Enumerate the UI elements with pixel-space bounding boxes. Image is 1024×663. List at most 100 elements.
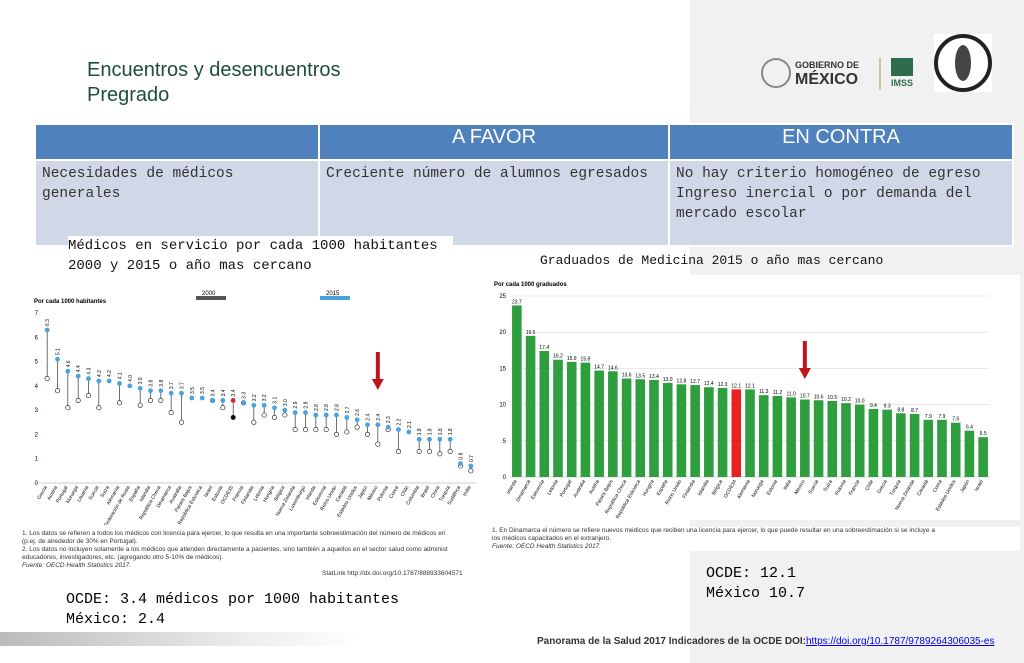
dot-2015: [75, 373, 81, 379]
cell-text: Ingreso inercial o por demanda del merca…: [676, 186, 972, 222]
value-label: 13.6: [622, 373, 632, 379]
legend-label: 2000: [202, 291, 216, 297]
dot-2015: [292, 410, 298, 415]
value-label: 2.8: [335, 404, 341, 411]
x-tick-label: Italia: [782, 479, 793, 491]
bar: [525, 335, 536, 477]
value-label: 15.8: [581, 357, 591, 363]
x-tick-label: Israel: [974, 479, 985, 493]
dot-2000: [96, 405, 102, 411]
value-label: 12.4: [704, 381, 714, 387]
dot-2015: [468, 463, 474, 469]
dot-2015: [189, 395, 195, 401]
dot-2000: [147, 397, 154, 403]
dot-2015: [86, 376, 91, 381]
dot-2015: [179, 390, 184, 396]
y-tick-label: 1: [35, 457, 39, 463]
x-tick-label: Chile: [864, 479, 875, 492]
dot-2000: [158, 397, 164, 403]
dot-2015: [220, 398, 226, 403]
value-label: 2.8: [314, 404, 320, 411]
bar: [827, 400, 838, 477]
dot-2000: [395, 448, 402, 454]
value-label: 2.8: [324, 404, 330, 411]
value-label: 0.7: [469, 455, 475, 462]
dot-2015: [199, 395, 205, 401]
dot-2000: [323, 427, 329, 433]
bar: [621, 378, 632, 477]
dot-2000: [251, 419, 257, 425]
bar: [868, 408, 879, 477]
note: los médicos capacitados en el extranjero…: [492, 535, 612, 542]
value-label: 14.7: [594, 365, 604, 371]
value-label: 10.6: [814, 394, 824, 400]
value-label: 11.0: [786, 391, 796, 397]
cell-text: No hay criterio homogéneo de egreso: [676, 166, 981, 182]
x-tick-label: China: [430, 485, 442, 500]
x-tick-label: Suecia: [807, 479, 820, 495]
value-label: 10.0: [855, 399, 865, 405]
note: 1. En Dinamarca el número se refiere nue…: [492, 527, 935, 534]
dot-2000: [447, 448, 453, 454]
x-tick-label: México: [793, 479, 806, 496]
th: [34, 123, 320, 161]
dot-2015: [230, 398, 236, 403]
bar: [690, 385, 700, 477]
dot-2015: [458, 461, 463, 466]
value-label: 1.8: [448, 428, 454, 435]
bar: [937, 419, 947, 477]
value-label: 3.7: [169, 382, 175, 389]
bar: [758, 395, 769, 477]
y-tick-label: 4: [35, 384, 39, 390]
legend-label: 2015: [326, 291, 340, 297]
bar: [717, 387, 728, 477]
dot-2015: [127, 383, 133, 389]
dot-2015: [303, 410, 308, 415]
caption: Médicos en servicio por cada 1000 habita…: [68, 236, 453, 276]
dot-2015: [334, 412, 339, 418]
y-tick-label: 5: [503, 439, 507, 445]
note: 2. Los datos no incluyen solamente a los…: [22, 546, 448, 553]
logos: GOBIERNO DE MÉXICO IMSS: [761, 34, 992, 92]
value-label: 4.0: [128, 375, 134, 382]
value-label: 3.2: [252, 394, 258, 401]
dot-2015: [354, 417, 360, 423]
note: Fuente: OECD Health Statistics 2017.: [22, 562, 132, 569]
value-label: 11.3: [759, 389, 769, 395]
x-tick-label: Letonia: [546, 479, 560, 496]
logo-text: GOBIERNO DE: [795, 60, 859, 70]
value-label: 6.3: [45, 319, 51, 326]
note: 1. Los datos se refieren a todos los méd…: [22, 530, 446, 537]
legend-swatch: [196, 296, 226, 300]
dot-2000: [271, 414, 278, 420]
value-label: 1.8: [438, 428, 444, 435]
note: (p.ej. de alrededor de 30% en Portugal).: [22, 538, 138, 545]
x-tick-label: India: [462, 485, 473, 498]
y-tick-label: 0: [35, 481, 39, 487]
value-label: 3.4: [221, 389, 227, 396]
bar: [580, 362, 591, 477]
note: Fuente: OECD Health Statistics 2017.: [492, 543, 602, 550]
x-tick-label: Francia: [848, 479, 862, 497]
value-label: 3.3: [242, 392, 248, 399]
summary: OCDE: 12.1 México 10.7: [706, 564, 805, 604]
value-label: 3.8: [159, 380, 165, 387]
value-label: 5.5: [980, 431, 987, 437]
dot-2015: [261, 402, 267, 408]
dot-2000: [230, 414, 236, 420]
value-label: 4.2: [107, 370, 113, 377]
arrow: [802, 341, 807, 369]
footer-link[interactable]: https://doi.org/10.1787/9789264306035-es: [805, 636, 995, 647]
value-label: 9.4: [870, 403, 877, 409]
caption: Graduados de Medicina 2015 o año mas cer…: [540, 253, 884, 268]
dot-2015: [137, 385, 143, 391]
cell-text: Necesidades de médicos generales: [42, 166, 234, 202]
x-tick-label: Turquía: [889, 479, 903, 497]
title-line: Encuentros y desencuentros: [87, 59, 341, 81]
value-label: 3.4: [211, 389, 217, 396]
bar: [649, 379, 659, 477]
x-tick-label: Canadá: [916, 479, 930, 497]
value-label: 2.1: [407, 421, 413, 428]
value-label: 14.6: [608, 365, 618, 371]
